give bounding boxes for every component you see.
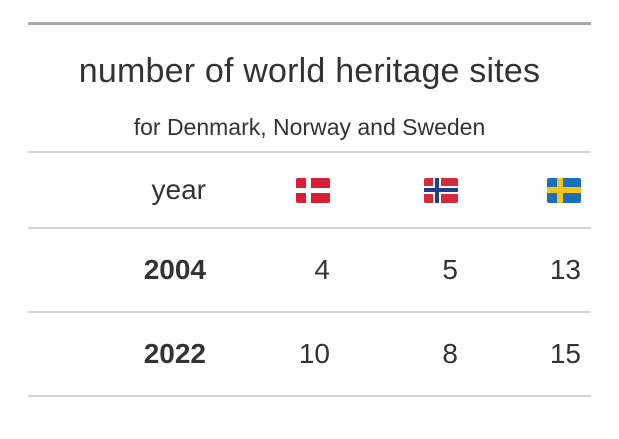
sweden-flag-icon [547,177,581,203]
cell-denmark-2004: 4 [314,254,330,285]
column-header-sweden [458,153,581,227]
table-row: 2022 10 8 15 [28,313,591,395]
heritage-table: number of world heritage sites for Denma… [28,22,591,397]
column-header-norway [330,153,458,227]
cell-norway-2004: 5 [442,254,458,285]
cell-sweden-2004: 13 [549,254,581,285]
row-year-2004: 2004 [143,254,206,285]
cell-sweden-2022: 15 [549,338,581,369]
cell-norway-2022: 8 [442,338,458,369]
table-row: 2004 4 5 13 [28,229,591,311]
table-title: number of world heritage sites [78,52,541,90]
header-top-rule [28,151,591,153]
table-subtitle: for Denmark, Norway and Sweden [133,114,486,140]
row-separator [28,311,591,313]
denmark-flag-icon [296,177,330,203]
header-bottom-rule [28,227,591,229]
column-header-year: year [151,174,206,205]
top-rule [28,22,591,25]
row-year-2022: 2022 [143,338,206,369]
norway-flag-icon [424,177,458,203]
bottom-rule [28,395,591,397]
column-header-denmark [206,153,330,227]
column-header-row: year [28,153,591,227]
cell-denmark-2022: 10 [298,338,330,369]
